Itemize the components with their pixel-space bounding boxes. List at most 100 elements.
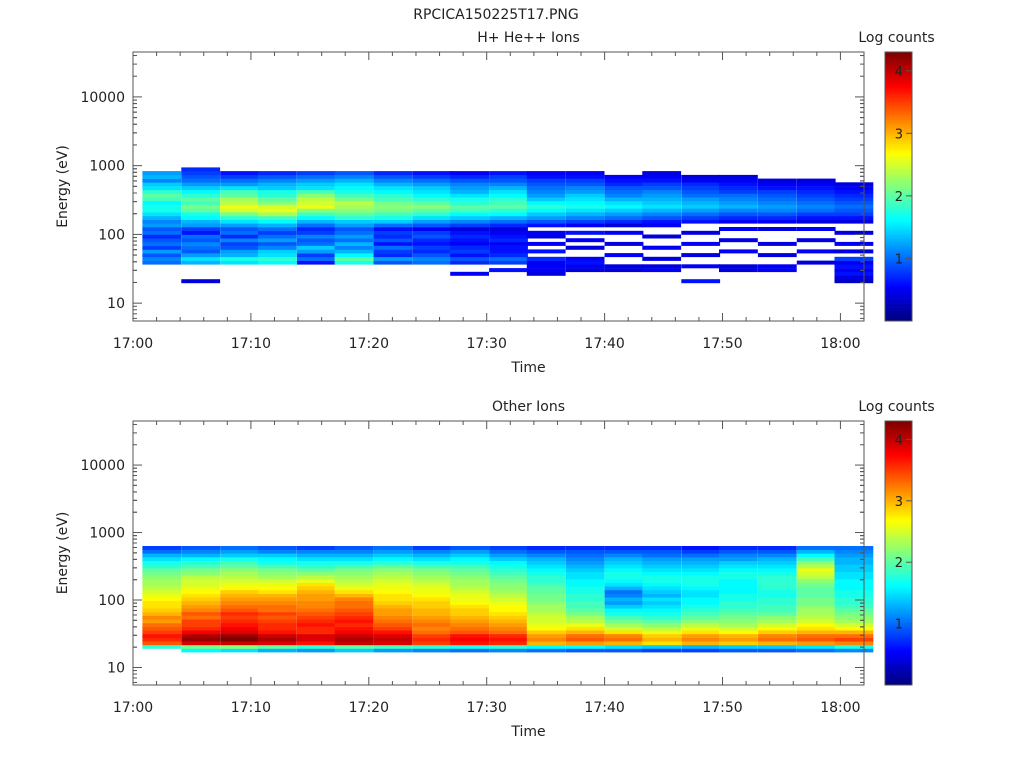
heatmap-cell [334, 234, 374, 239]
heatmap-cell [181, 571, 221, 576]
heatmap-cell [181, 641, 221, 646]
heatmap-cell [834, 219, 874, 224]
heatmap-cell [142, 186, 182, 191]
heatmap-cell [450, 568, 489, 572]
heatmap-cell [142, 633, 182, 638]
heatmap-cell [757, 264, 797, 269]
colorbar-segment [885, 67, 912, 71]
colorbar-segment [885, 572, 912, 576]
colorbar-segment [885, 638, 912, 642]
heatmap-cell [450, 611, 489, 616]
colorbar-segment [885, 233, 912, 237]
heatmap-cell [796, 546, 836, 550]
heatmap-cell [142, 219, 182, 224]
heatmap-cell [526, 171, 566, 176]
heatmap-cell [757, 648, 797, 653]
heatmap-cell [142, 615, 182, 620]
heatmap-cell [220, 197, 259, 202]
heatmap-cell [719, 633, 758, 638]
heatmap-cell [450, 215, 489, 220]
colorbar-segment [885, 72, 912, 75]
heatmap-cell [296, 253, 336, 258]
colorbar-segment [885, 559, 912, 563]
heatmap-cell [489, 619, 528, 624]
heatmap-cell [296, 622, 336, 627]
heatmap-cell [450, 253, 489, 258]
heatmap-cell [489, 608, 528, 613]
colorbar-segment [885, 161, 912, 165]
heatmap-cell [719, 174, 758, 179]
heatmap-cell [334, 174, 374, 179]
heatmap-cell [565, 260, 605, 265]
heatmap-cell [450, 630, 489, 635]
heatmap-cell [334, 215, 374, 220]
heatmap-cell [334, 200, 374, 205]
colorbar-segment [885, 581, 912, 585]
heatmap-cell [296, 641, 336, 646]
heatmap-cell [526, 241, 566, 246]
heatmap-cell [412, 219, 452, 224]
heatmap-cell [526, 189, 566, 194]
heatmap-cell [642, 200, 682, 205]
colorbar-segment [885, 269, 912, 272]
heatmap-cell [181, 560, 221, 565]
colorbar-segment [885, 193, 912, 196]
heatmap-cell [181, 200, 221, 205]
heatmap-cell [526, 626, 566, 631]
heatmap-cell [526, 611, 566, 616]
heatmap-cell [220, 174, 259, 179]
colorbar-segment [885, 456, 912, 459]
heatmap-cell [526, 575, 566, 580]
colorbar-segment [885, 465, 912, 468]
heatmap-cell [220, 564, 259, 569]
heatmap-cell [489, 641, 528, 646]
colorbar-segment [885, 531, 912, 534]
colorbar-segment [885, 517, 912, 521]
heatmap-cell [220, 641, 259, 646]
colorbar-segment [885, 445, 912, 448]
colorbar-segment [885, 544, 912, 547]
colorbar-tick-label: 1 [895, 618, 903, 633]
colorbar-segment [885, 191, 912, 194]
heatmap-cell [450, 553, 489, 558]
heatmap-cell [258, 204, 297, 209]
heatmap-cell [757, 182, 797, 187]
colorbar-segment [885, 520, 912, 523]
heatmap-cell [373, 212, 413, 217]
colorbar-segment [885, 680, 912, 684]
colorbar-segment [885, 480, 912, 483]
heatmap-cell [719, 178, 758, 183]
heatmap-cell [489, 579, 528, 583]
heatmap-cell [450, 637, 489, 642]
heatmap-cell [334, 230, 374, 235]
heatmap-cell [334, 182, 374, 187]
heatmap-cell [604, 557, 644, 561]
heatmap-cell [296, 648, 336, 653]
heatmap-cell [565, 568, 605, 572]
heatmap-cell [642, 215, 682, 220]
heatmap-cell [565, 256, 605, 261]
colorbar-segment [885, 61, 912, 64]
heatmap-cell [834, 241, 874, 246]
heatmap-cell [373, 238, 413, 243]
heatmap-cell [719, 568, 758, 572]
colorbar-segment [885, 168, 912, 172]
heatmap-cell [757, 193, 797, 198]
heatmap-cell [181, 549, 221, 554]
heatmap-cell [526, 593, 566, 598]
heatmap-cell [681, 204, 721, 209]
heatmap-cell [604, 582, 644, 587]
heatmap-cell [834, 622, 874, 627]
heatmap-cell [681, 630, 721, 635]
heatmap-cell [181, 608, 221, 613]
colorbar-segment [885, 588, 912, 591]
x-axis-label: Time [510, 724, 545, 740]
heatmap-cell [489, 604, 528, 609]
heatmap-cell [681, 253, 721, 258]
heatmap-cell [412, 589, 452, 594]
heatmap-cell [296, 189, 336, 194]
heatmap-cell [412, 204, 452, 209]
heatmap-cell [604, 644, 644, 649]
colorbar-segment [885, 594, 912, 598]
heatmap-cell [181, 615, 221, 620]
